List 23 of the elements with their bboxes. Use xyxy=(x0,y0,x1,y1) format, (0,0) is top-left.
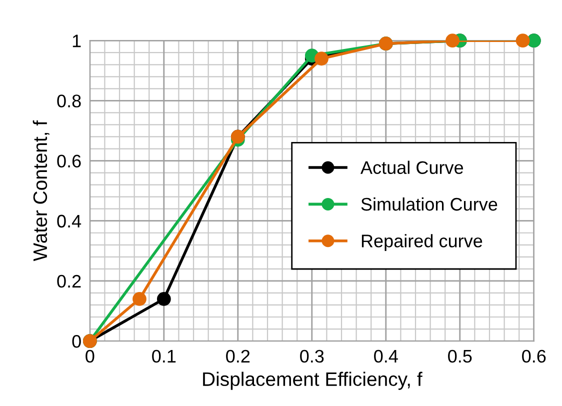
x-tick-label: 0.4 xyxy=(374,350,398,363)
x-tick-label: 0 xyxy=(86,350,94,363)
x-tick-label: 0.5 xyxy=(448,350,472,363)
x-axis-title: Displacement Efficiency, f xyxy=(203,372,422,390)
x-tick-label: 0.3 xyxy=(300,350,324,363)
point xyxy=(446,34,460,48)
x-tick-label: 0.2 xyxy=(226,350,250,363)
x-tick-label: 0.6 xyxy=(522,350,546,363)
y-tick-label: 0.6 xyxy=(57,154,81,168)
y-axis-title: Water Content, f xyxy=(32,120,50,262)
legend-label: Simulation Curve xyxy=(361,197,498,211)
point xyxy=(132,292,146,306)
y-tick-label: 0.4 xyxy=(57,214,82,228)
y-tick-label: 0 xyxy=(72,334,81,348)
x-tick-label: 0.1 xyxy=(152,350,176,363)
legend-label: Actual Curve xyxy=(360,160,464,174)
y-tick-label: 1 xyxy=(72,34,81,48)
point xyxy=(156,292,171,306)
legend-label: Repaired curve xyxy=(362,234,482,251)
y-tick-label: 0.2 xyxy=(57,274,81,288)
point xyxy=(516,34,530,48)
y-tick-label: 0.8 xyxy=(57,94,81,108)
point xyxy=(314,52,328,66)
